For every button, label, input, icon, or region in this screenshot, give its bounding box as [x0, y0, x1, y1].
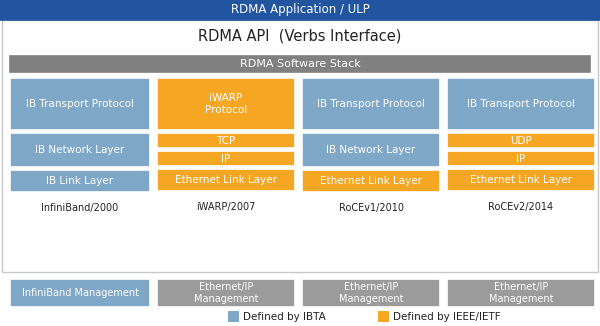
Text: IB Transport Protocol: IB Transport Protocol — [26, 99, 134, 109]
Bar — [447, 133, 595, 148]
Bar — [447, 78, 595, 130]
Text: iWARP/2007: iWARP/2007 — [196, 202, 256, 212]
Text: Ethernet/IP
Management: Ethernet/IP Management — [339, 282, 403, 304]
Text: Ethernet Link Layer: Ethernet Link Layer — [175, 175, 277, 185]
Bar — [10, 170, 150, 192]
Text: TCP: TCP — [217, 136, 236, 145]
Text: Defined by IBTA: Defined by IBTA — [243, 312, 326, 321]
Text: RDMA Software Stack: RDMA Software Stack — [239, 59, 361, 69]
Text: RDMA API  (Verbs Interface): RDMA API (Verbs Interface) — [199, 28, 401, 43]
Bar — [10, 279, 150, 307]
Bar — [10, 133, 150, 167]
Bar — [447, 151, 595, 166]
Bar — [157, 133, 295, 148]
Bar — [302, 279, 440, 307]
Bar — [157, 279, 295, 307]
Text: IB Link Layer: IB Link Layer — [46, 176, 113, 186]
Bar — [10, 78, 150, 130]
Text: Defined by IEEE/IETF: Defined by IEEE/IETF — [393, 312, 500, 321]
Bar — [378, 311, 389, 322]
Text: UDP: UDP — [510, 136, 532, 145]
Text: InfiniBand/2000: InfiniBand/2000 — [41, 203, 119, 213]
Text: IP: IP — [221, 154, 230, 164]
Bar — [302, 133, 440, 167]
Bar — [302, 170, 440, 192]
Text: Ethernet Link Layer: Ethernet Link Layer — [320, 176, 422, 186]
Bar — [157, 151, 295, 166]
Bar — [10, 56, 590, 72]
Text: IP: IP — [517, 154, 526, 164]
Text: Ethernet Link Layer: Ethernet Link Layer — [470, 175, 572, 185]
Bar — [447, 279, 595, 307]
Text: InfiniBand Management: InfiniBand Management — [22, 288, 139, 298]
Text: IB Network Layer: IB Network Layer — [326, 145, 416, 155]
Text: iWARP
Protocol: iWARP Protocol — [205, 93, 247, 115]
Bar — [157, 78, 295, 130]
Bar — [0, 0, 600, 20]
Text: Ethernet/IP
Management: Ethernet/IP Management — [489, 282, 553, 304]
Bar — [228, 311, 239, 322]
Text: RoCEv2/2014: RoCEv2/2014 — [488, 202, 554, 212]
Bar — [302, 78, 440, 130]
Bar — [2, 20, 598, 272]
Text: IB Transport Protocol: IB Transport Protocol — [467, 99, 575, 109]
Text: Ethernet/IP
Management: Ethernet/IP Management — [194, 282, 258, 304]
Bar — [157, 169, 295, 191]
Text: RoCEv1/2010: RoCEv1/2010 — [338, 203, 404, 213]
Text: IB Transport Protocol: IB Transport Protocol — [317, 99, 425, 109]
Text: IB Network Layer: IB Network Layer — [35, 145, 125, 155]
Text: RDMA Application / ULP: RDMA Application / ULP — [230, 4, 370, 17]
Bar — [447, 169, 595, 191]
